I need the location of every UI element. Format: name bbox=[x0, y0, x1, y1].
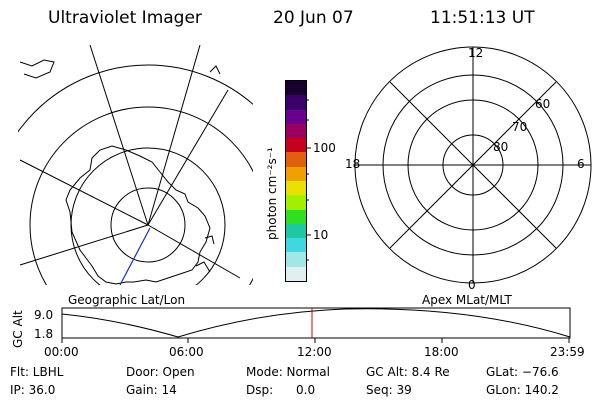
status-dsp: Dsp: 0.0 bbox=[246, 383, 316, 397]
lat-ring-4 bbox=[18, 64, 253, 133]
x-tick-0600: 06:00 bbox=[169, 345, 204, 359]
colorbar-band bbox=[286, 152, 306, 168]
colorbar-band bbox=[286, 223, 306, 239]
status-gc-alt: GC Alt: 8.4 Re bbox=[366, 365, 450, 379]
colorbar-band bbox=[286, 238, 306, 253]
x-tick-2359: 23:59 bbox=[550, 345, 585, 359]
colorbar-tick-10: 10 bbox=[313, 228, 329, 242]
time-label: 11:51:13 UT bbox=[430, 8, 535, 28]
coastline-fragment bbox=[204, 235, 215, 245]
app-title: Ultraviolet Imager bbox=[48, 8, 202, 28]
colorbar bbox=[285, 80, 307, 282]
lat-ring-3 bbox=[29, 106, 253, 285]
colorbar-band bbox=[286, 266, 306, 281]
meridian-line bbox=[147, 45, 201, 226]
coastline-fragment bbox=[19, 59, 55, 79]
colorbar-band bbox=[286, 138, 306, 153]
y-tick-9: 9.0 bbox=[34, 308, 54, 322]
status-glat: GLat: −76.6 bbox=[486, 365, 559, 379]
colorbar-tick-100: 100 bbox=[313, 141, 336, 155]
mlt-label-0: 0 bbox=[468, 278, 476, 292]
mlt-label-12: 12 bbox=[468, 46, 484, 60]
mlt-line-diag bbox=[389, 81, 557, 249]
right-map-caption: Apex MLat/MLT bbox=[422, 293, 512, 307]
meridian-line bbox=[19, 224, 149, 266]
antarctica-coastline bbox=[65, 145, 211, 285]
colorbar-band bbox=[286, 195, 306, 211]
status-door: Door: Open bbox=[126, 365, 195, 379]
status-ip: IP: 36.0 bbox=[10, 383, 56, 397]
meridian-line bbox=[147, 89, 229, 226]
x-tick-1800: 18:00 bbox=[424, 345, 459, 359]
colorbar-band bbox=[286, 123, 306, 139]
mlat-label-60: 60 bbox=[535, 97, 551, 111]
x-tick-0000: 00:00 bbox=[44, 345, 79, 359]
y-tick-1-8: 1.8 bbox=[34, 327, 54, 341]
meridian-line bbox=[89, 45, 149, 226]
status-seq: Seq: 39 bbox=[366, 383, 412, 397]
meridian-line bbox=[19, 159, 149, 226]
mlt-label-6: 6 bbox=[577, 157, 585, 171]
coastline-fragment bbox=[195, 261, 211, 273]
status-glon: GLon: 140.2 bbox=[486, 383, 559, 397]
mlat-label-80: 80 bbox=[493, 140, 509, 154]
left-map-caption: Geographic Lat/Lon bbox=[68, 293, 186, 307]
satellite-track bbox=[119, 227, 151, 286]
altitude-plot-frame bbox=[61, 307, 571, 339]
date-label: 20 Jun 07 bbox=[273, 8, 354, 28]
mlat-label-70: 70 bbox=[512, 120, 528, 134]
colorbar-band bbox=[286, 109, 306, 125]
status-filter: Flt: LBHL bbox=[10, 365, 64, 379]
meridian-line bbox=[147, 224, 241, 279]
altitude-ylabel: GC Alt bbox=[11, 310, 25, 348]
status-gain: Gain: 14 bbox=[126, 383, 177, 397]
colorbar-band bbox=[286, 252, 306, 268]
colorbar-band bbox=[286, 209, 306, 225]
altitude-curve bbox=[61, 308, 571, 338]
coastline-fragment bbox=[209, 65, 221, 75]
mlt-label-18: 18 bbox=[345, 157, 361, 171]
colorbar-band bbox=[286, 181, 306, 196]
colorbar-band bbox=[286, 95, 306, 111]
status-mode: Mode: Normal bbox=[246, 365, 330, 379]
x-tick-1200: 12:00 bbox=[297, 345, 332, 359]
lat-ring-1 bbox=[110, 187, 186, 263]
colorbar-band bbox=[286, 81, 306, 96]
colorbar-band bbox=[286, 166, 306, 182]
